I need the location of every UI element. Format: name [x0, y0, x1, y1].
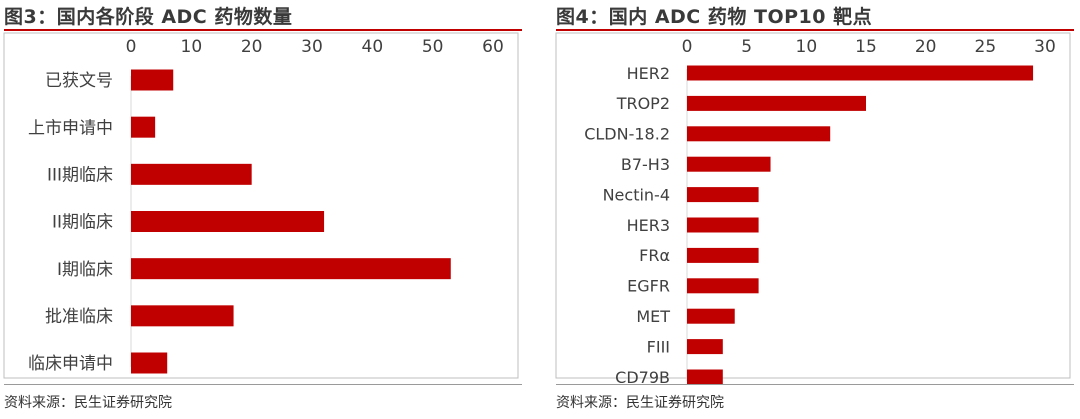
category-label: FIII — [647, 337, 670, 356]
category-label: 上市申请中 — [28, 118, 113, 138]
x-tick-label: 15 — [855, 37, 877, 57]
chart-panel-targets: 图4：国内 ADC 药物 TOP10 靶点 0 5 10 15 20 25 30 HER2 TR… — [552, 0, 1080, 419]
x-tick-label: 5 — [741, 37, 752, 57]
category-label: Nectin-4 — [603, 185, 670, 204]
category-label: III期临床 — [47, 165, 113, 185]
category-label: FRα — [639, 246, 670, 265]
x-tick-label: 10 — [796, 37, 818, 57]
category-label: 批准临床 — [45, 307, 113, 327]
bar-HER3 — [687, 217, 759, 233]
bar-临床申请中 — [131, 352, 168, 374]
category-label: HER2 — [627, 64, 670, 83]
bar-HER2 — [687, 65, 1034, 81]
category-label: MET — [636, 307, 670, 326]
x-tick-label: 0 — [682, 37, 693, 57]
x-tick-label: 50 — [422, 37, 444, 57]
bar-Nectin-4 — [687, 187, 759, 203]
category-label: CLDN-18.2 — [584, 125, 670, 144]
x-tick-label: 40 — [362, 37, 384, 57]
bar-FRα — [687, 247, 759, 263]
chart-title: 图3：国内各阶段 ADC 药物数量 — [4, 6, 293, 28]
category-label: CD79B — [615, 368, 670, 387]
x-tick-label: 30 — [1034, 37, 1056, 57]
bar-TROP2 — [687, 95, 866, 111]
bar-I期临床 — [131, 258, 451, 280]
category-label: B7-H3 — [621, 155, 670, 174]
title-rule — [556, 29, 1074, 31]
category-label: TROP2 — [616, 94, 670, 113]
category-label: I期临床 — [57, 260, 113, 280]
x-tick-label: 25 — [975, 37, 997, 57]
chart-title: 图4：国内 ADC 药物 TOP10 靶点 — [556, 6, 873, 28]
bar-MET — [687, 308, 735, 324]
plot-frame — [555, 32, 1071, 379]
category-label: HER3 — [627, 216, 670, 235]
bottom-rule — [4, 384, 522, 385]
x-tick-label: 10 — [181, 37, 203, 57]
category-label: EGFR — [627, 277, 670, 296]
plot-frame — [3, 32, 519, 379]
bar-上市申请中 — [131, 116, 156, 138]
bar-B7-H3 — [687, 156, 771, 172]
x-tick-label: 0 — [126, 37, 137, 57]
x-tick-label: 20 — [241, 37, 263, 57]
bar-EGFR — [687, 278, 759, 294]
source-note: 资料来源：民生证券研究院 — [556, 395, 724, 411]
bar-CLDN-18.2 — [687, 126, 831, 142]
chart-panel-stages: 图3：国内各阶段 ADC 药物数量 0 10 20 30 40 50 60 已获文号上市申请中… — [0, 0, 530, 419]
bar-II期临床 — [131, 211, 325, 232]
x-tick-label: 20 — [915, 37, 937, 57]
category-label: 临床申请中 — [28, 354, 113, 374]
title-rule — [4, 29, 522, 31]
bar-CD79B — [687, 369, 723, 385]
targets-bar-chart: 0 5 10 15 20 25 30 HER2 TROP2 CLDN-18.2 B7-H3 Necti… — [555, 32, 1071, 387]
x-tick-label: 60 — [482, 37, 504, 57]
category-label: II期临床 — [52, 213, 113, 233]
bar-已获文号 — [131, 69, 174, 91]
bar-FIII — [687, 339, 723, 355]
category-label: 已获文号 — [45, 71, 113, 91]
bottom-rule — [556, 384, 1074, 385]
x-tick-label: 30 — [301, 37, 323, 57]
bar-III期临床 — [131, 163, 252, 185]
source-note: 资料来源：民生证券研究院 — [4, 395, 172, 411]
bar-批准临床 — [131, 305, 234, 327]
